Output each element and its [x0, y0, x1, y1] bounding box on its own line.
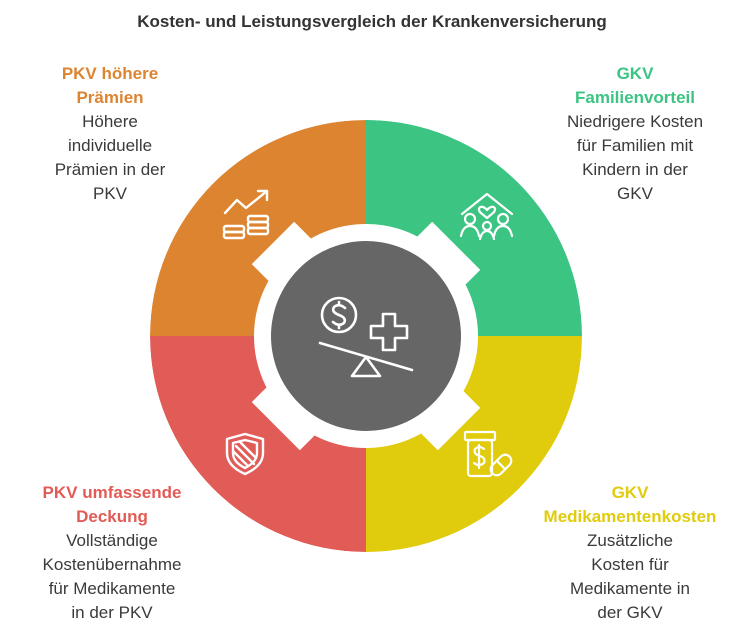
- description-line: individuelle: [67, 136, 153, 155]
- description-line: in der PKV: [71, 603, 153, 622]
- text-block-gkv-medikamentenkosten: GKV Medikamentenkosten Zusätzliche Koste…: [520, 481, 740, 625]
- description-line: Kindern in der: [582, 160, 688, 179]
- description-gkv-familienvorteil: Niedrigere Kosten für Familien mit Kinde…: [540, 110, 730, 206]
- heading-line: GKV: [611, 483, 649, 502]
- description-line: Prämien in der: [54, 160, 166, 179]
- text-block-gkv-familienvorteil: GKV Familienvorteil Niedrigere Kosten fü…: [540, 62, 730, 206]
- heading-line: Prämien: [76, 88, 144, 107]
- shield-icon: [225, 432, 265, 476]
- description-pkv-hoehere-praemien: Höhere individuelle Prämien in der PKV: [20, 110, 200, 206]
- description-line: für Familien mit: [576, 136, 694, 155]
- heading-gkv-familienvorteil: GKV Familienvorteil: [540, 62, 730, 110]
- description-line: Kosten für: [591, 555, 669, 574]
- description-gkv-medikamentenkosten: Zusätzliche Kosten für Medikamente in de…: [520, 529, 740, 625]
- heading-line: Familienvorteil: [575, 88, 695, 107]
- description-line: Vollständige: [66, 531, 158, 550]
- heading-line: PKV höhere: [61, 64, 159, 83]
- medicine-bottle-icon: [463, 430, 513, 478]
- dollar-health-balance-icon: [318, 296, 414, 378]
- description-pkv-umfassende-deckung: Vollständige Kostenübernahme für Medikam…: [12, 529, 212, 625]
- description-line: Kostenübernahme: [42, 555, 182, 574]
- description-line: der GKV: [597, 603, 663, 622]
- heading-line: Medikamentenkosten: [543, 507, 717, 526]
- description-line: GKV: [617, 184, 653, 203]
- trend-up-coins-icon: [222, 189, 270, 240]
- description-line: PKV: [92, 184, 128, 203]
- heading-pkv-hoehere-praemien: PKV höhere Prämien: [20, 62, 200, 110]
- heading-line: Deckung: [76, 507, 148, 526]
- heading-line: PKV umfassende: [42, 483, 182, 502]
- text-block-pkv-hoehere-praemien: PKV höhere Prämien Höhere individuelle P…: [20, 62, 200, 206]
- heading-line: GKV: [616, 64, 654, 83]
- family-home-icon: [459, 192, 514, 241]
- heading-gkv-medikamentenkosten: GKV Medikamentenkosten: [520, 481, 740, 529]
- text-block-pkv-umfassende-deckung: PKV umfassende Deckung Vollständige Kost…: [12, 481, 212, 625]
- center-circle: [271, 241, 461, 431]
- description-line: Zusätzliche: [587, 531, 673, 550]
- description-line: Medikamente in: [569, 579, 690, 598]
- description-line: für Medikamente: [48, 579, 176, 598]
- description-line: Höhere: [82, 112, 138, 131]
- heading-pkv-umfassende-deckung: PKV umfassende Deckung: [12, 481, 212, 529]
- description-line: Niedrigere Kosten: [566, 112, 704, 131]
- diagram-title: Kosten- und Leistungsvergleich der Krank…: [137, 12, 607, 31]
